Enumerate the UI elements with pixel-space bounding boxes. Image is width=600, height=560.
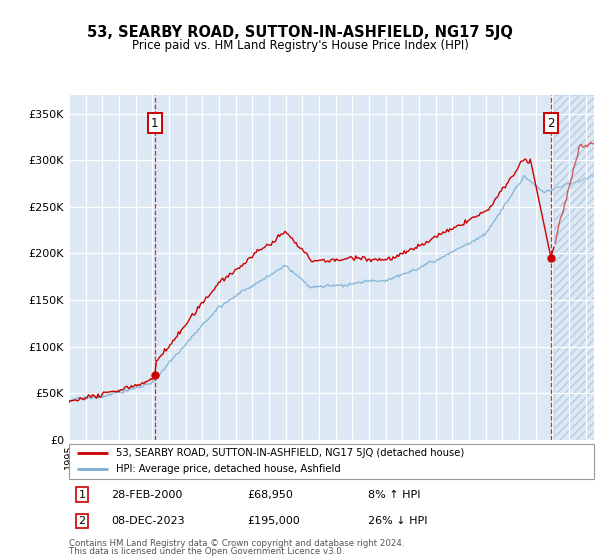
Bar	[554, 95, 594, 440]
Text: 08-DEC-2023: 08-DEC-2023	[111, 516, 185, 526]
Text: £195,000: £195,000	[248, 516, 300, 526]
FancyBboxPatch shape	[69, 444, 594, 479]
Text: 53, SEARBY ROAD, SUTTON-IN-ASHFIELD, NG17 5JQ: 53, SEARBY ROAD, SUTTON-IN-ASHFIELD, NG1…	[87, 25, 513, 40]
Text: 26% ↓ HPI: 26% ↓ HPI	[368, 516, 428, 526]
Text: 8% ↑ HPI: 8% ↑ HPI	[368, 490, 421, 500]
Text: 1: 1	[79, 490, 86, 500]
Text: 1: 1	[151, 116, 158, 129]
Text: 53, SEARBY ROAD, SUTTON-IN-ASHFIELD, NG17 5JQ (detached house): 53, SEARBY ROAD, SUTTON-IN-ASHFIELD, NG1…	[116, 449, 464, 459]
Text: Price paid vs. HM Land Registry's House Price Index (HPI): Price paid vs. HM Land Registry's House …	[131, 39, 469, 52]
Text: This data is licensed under the Open Government Licence v3.0.: This data is licensed under the Open Gov…	[69, 547, 344, 556]
Text: £68,950: £68,950	[248, 490, 293, 500]
Text: Contains HM Land Registry data © Crown copyright and database right 2024.: Contains HM Land Registry data © Crown c…	[69, 539, 404, 548]
Text: 2: 2	[547, 116, 555, 129]
Text: HPI: Average price, detached house, Ashfield: HPI: Average price, detached house, Ashf…	[116, 464, 341, 474]
Text: 28-FEB-2000: 28-FEB-2000	[111, 490, 182, 500]
Text: 2: 2	[79, 516, 86, 526]
